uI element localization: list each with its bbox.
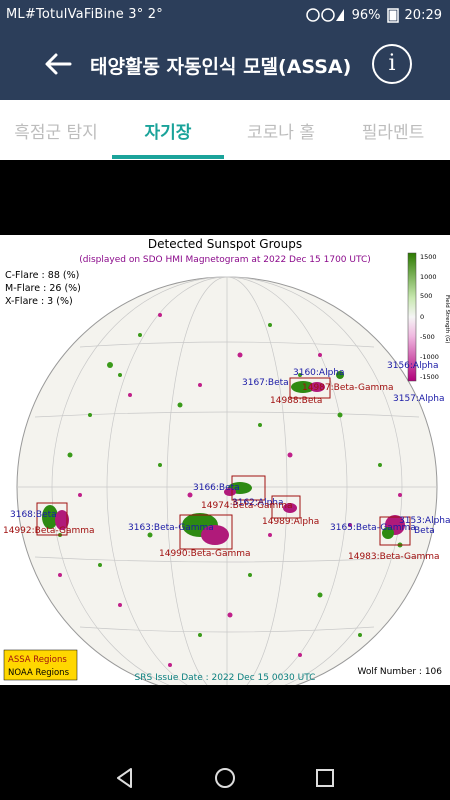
svg-text:500: 500 [420,292,432,300]
noaa-label: Beta [414,526,435,536]
magnetogram-svg: Detected Sunspot Groups (displayed on SD… [3,237,450,698]
tab-filament[interactable]: 필라멘트 [361,123,425,143]
active-tab-indicator [112,155,224,159]
noaa-label: 3153:Alpha [399,516,450,526]
colorbar [407,252,417,382]
app-bar: 태양활동 자동인식 모델(ASSA) i [0,30,450,100]
home-circle-icon[interactable] [213,766,237,790]
active-regions [42,371,405,545]
noaa-label: 3163:Beta-Gamma [128,523,214,533]
tab-sunspot[interactable]: 흑점군 탐지 [14,123,98,143]
tab-bar: 흑점군 탐지 자기장 코로나 홀 필라멘트 [0,100,450,161]
battery-percent: 96% [351,7,381,23]
noaa-label: 3160:Alpha [293,368,345,378]
battery-icon [386,8,399,23]
signal-icon [305,8,344,22]
svg-text:-500: -500 [420,333,435,341]
magnetogram-figure[interactable]: Detected Sunspot Groups (displayed on SD… [0,235,450,698]
clock: 20:29 [404,7,442,23]
assa-label: 14989:Alpha [262,517,319,527]
info-icon[interactable]: i [372,44,412,84]
noaa-label: 3157:Alpha [393,394,445,404]
region-legend: ASSA Regions NOAA Regions [3,649,78,681]
back-triangle-icon[interactable] [113,766,137,790]
assa-label: 14990:Beta-Gamma [159,549,251,559]
svg-text:0: 0 [420,313,424,321]
flare-c: C-Flare : 88 (%) [5,270,79,281]
noaa-label: 3166:Beta [193,483,240,493]
assa-label: 14974:Beta-Gamma [201,501,293,511]
status-icons: 96% 20:29 [305,7,442,23]
tab-magnetic-field[interactable]: 자기장 [144,123,192,143]
noaa-label: 3168:Beta [10,510,57,520]
srs-issue-date: SRS Issue Date : 2022 Dec 15 0030 UTC [135,673,316,683]
assa-label: 14988:Beta [270,396,322,406]
noaa-label: 3165:Beta-Gamma [330,523,416,533]
colorbar-label: Field Strength (G) [444,295,450,344]
back-arrow-icon[interactable] [40,46,76,82]
svg-text:1500: 1500 [420,253,437,261]
noaa-label: 3167:Beta [242,378,289,388]
legend-noaa: NOAA Regions [8,668,70,678]
assa-region-boxes [36,377,411,550]
flare-m: M-Flare : 26 (%) [5,283,81,294]
page-title: 태양활동 자동인식 모델(ASSA) [90,56,352,78]
legend-assa: ASSA Regions [8,655,67,665]
tab-coronal-hole[interactable]: 코로나 홀 [247,123,315,143]
recents-square-icon[interactable] [313,766,337,790]
system-nav-bar [0,755,450,800]
assa-label: 14987:Beta-Gamma [302,383,394,393]
assa-label: 14983:Beta-Gamma [348,552,440,562]
assa-label: 14992:Beta-Gamma [3,526,95,536]
colorbar-ticks: 1500 1000 500 0 -500 -1000 -1500 [420,253,439,381]
svg-text:1000: 1000 [420,273,437,281]
carrier-text: ML#TotulVaFiBine 3° 2° [6,7,163,22]
content-area: Detected Sunspot Groups (displayed on SD… [0,160,450,698]
status-bar: ML#TotulVaFiBine 3° 2° 96% 20:29 [0,0,450,30]
noaa-label: 3162:Alpha [232,498,284,508]
magnetic-flux-speckles [58,313,403,667]
noaa-labels: 3160:Alpha 3156:Alpha 3167:Beta 3157:Alp… [10,361,450,536]
assa-labels: 14987:Beta-Gamma 14988:Beta 14974:Beta-G… [3,383,440,562]
flare-x: X-Flare : 3 (%) [5,296,73,307]
svg-text:-1500: -1500 [420,373,439,381]
wolf-number: Wolf Number : 106 [358,667,443,677]
svg-text:-1000: -1000 [420,353,439,361]
noaa-label: 3156:Alpha [387,361,439,371]
figure-title: Detected Sunspot Groups [148,237,302,251]
figure-subtitle: (displayed on SDO HMI Magnetogram at 202… [79,255,371,265]
